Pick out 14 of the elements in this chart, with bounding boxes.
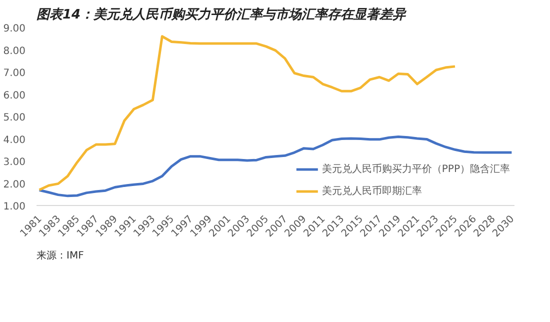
source-note: 来源：IMF	[36, 250, 84, 262]
y-tick-label: 7.00	[3, 68, 26, 79]
y-tick-label: 2.00	[3, 179, 26, 190]
y-tick-label: 1.00	[3, 202, 26, 212]
y-tick-label: 4.00	[3, 134, 26, 146]
y-tick-label: 8.00	[3, 46, 26, 57]
line-series	[38, 135, 513, 198]
y-tick-label: 9.00	[3, 24, 26, 34]
chart-title: 图表14：美元兑人民币购买力平价汇率与市场汇率存在显著差异	[36, 6, 408, 22]
legend-label: 美元兑人民币即期汇率	[322, 184, 422, 198]
y-tick-label: 3.00	[3, 157, 26, 168]
y-tick-label: 5.00	[3, 112, 26, 124]
legend-label: 美元兑人民币购买力平价（PPP）隐含汇率	[322, 162, 510, 176]
y-tick-label: 6.00	[3, 90, 26, 102]
